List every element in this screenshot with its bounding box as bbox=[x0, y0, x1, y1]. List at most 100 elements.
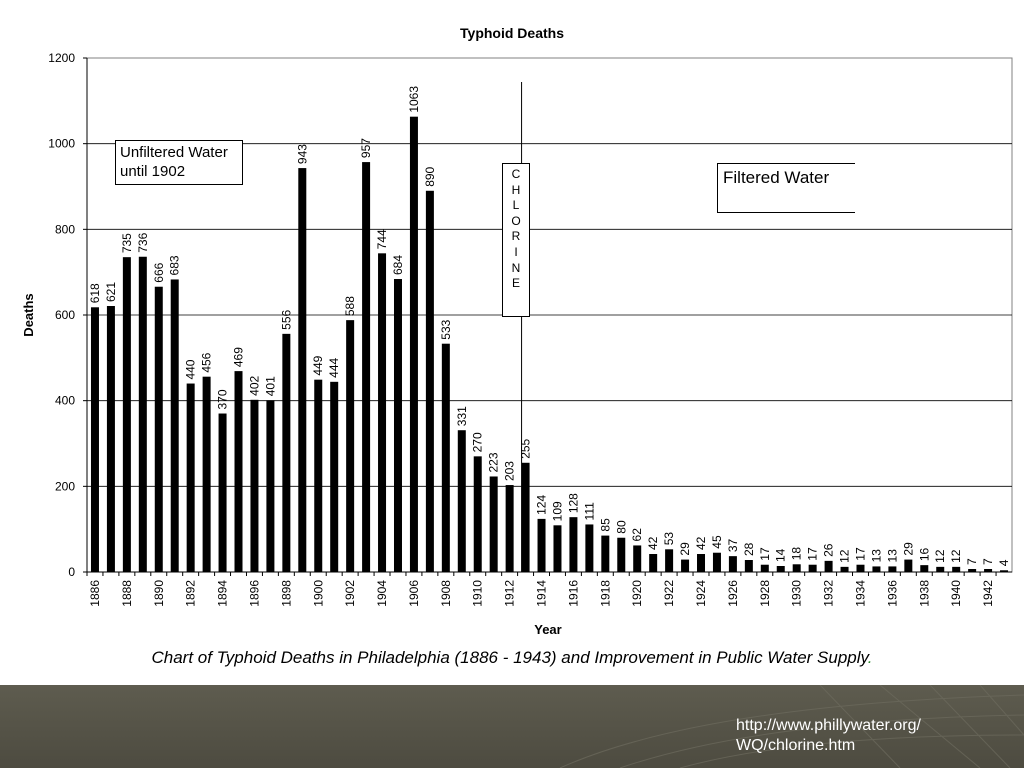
data-label: 17 bbox=[853, 547, 867, 561]
data-label: 42 bbox=[646, 536, 660, 550]
bar bbox=[776, 566, 785, 572]
bar bbox=[186, 383, 195, 572]
data-label: 13 bbox=[869, 549, 883, 563]
bar bbox=[425, 190, 434, 573]
data-label: 444 bbox=[327, 357, 341, 377]
x-axis-label: Year bbox=[534, 622, 561, 637]
data-label: 621 bbox=[104, 282, 118, 302]
bar bbox=[170, 279, 179, 572]
bar bbox=[649, 554, 658, 572]
data-label: 440 bbox=[184, 359, 198, 379]
x-tick-label: 1898 bbox=[279, 580, 293, 607]
bar bbox=[330, 381, 339, 572]
y-tick-label: 200 bbox=[55, 479, 75, 493]
x-tick-label: 1928 bbox=[758, 580, 772, 607]
bar bbox=[936, 566, 945, 572]
x-tick-label: 1890 bbox=[152, 580, 166, 607]
bar bbox=[968, 569, 977, 572]
data-label: 957 bbox=[359, 138, 373, 158]
data-label: 7 bbox=[965, 558, 979, 565]
data-label: 255 bbox=[519, 438, 533, 458]
data-label: 684 bbox=[391, 255, 405, 275]
data-label: 37 bbox=[726, 538, 740, 552]
x-tick-label: 1934 bbox=[853, 580, 867, 607]
bar bbox=[521, 462, 530, 572]
bar bbox=[808, 564, 817, 572]
bar bbox=[154, 286, 163, 572]
x-tick-label: 1942 bbox=[981, 580, 995, 607]
data-label: 80 bbox=[614, 520, 628, 534]
chlorine-letter: I bbox=[514, 244, 518, 259]
y-tick-label: 1200 bbox=[48, 51, 75, 65]
bar bbox=[744, 560, 753, 572]
source-url-link[interactable]: http://www.phillywater.org/ WQ/chlorine.… bbox=[736, 717, 921, 754]
bar bbox=[457, 430, 466, 572]
data-label: 223 bbox=[487, 452, 501, 472]
data-label: 469 bbox=[232, 347, 246, 367]
data-label: 12 bbox=[838, 549, 852, 563]
slide-footer bbox=[0, 685, 1024, 768]
chart-area: 0 200 400 600 800 1000 1200 618 621 735 736 666 683 4… bbox=[21, 25, 1013, 667]
bar bbox=[378, 253, 387, 572]
data-label: 42 bbox=[694, 536, 708, 550]
x-tick-label: 1922 bbox=[662, 580, 676, 607]
x-tick-label: 1930 bbox=[790, 580, 804, 607]
chart-title: Typhoid Deaths bbox=[460, 25, 564, 41]
bar bbox=[665, 549, 674, 572]
data-label: 402 bbox=[247, 375, 261, 395]
y-tick-label: 800 bbox=[55, 222, 75, 236]
data-label: 128 bbox=[566, 493, 580, 513]
y-tick-label: 1000 bbox=[48, 137, 75, 151]
data-label: 890 bbox=[423, 166, 437, 186]
bar bbox=[266, 400, 275, 572]
x-tick-label: 1926 bbox=[726, 580, 740, 607]
y-tick-label: 400 bbox=[55, 394, 75, 408]
x-tick-label: 1932 bbox=[822, 580, 836, 607]
data-label: 7 bbox=[981, 558, 995, 565]
x-tick-label: 1906 bbox=[407, 580, 421, 607]
x-tick-label: 1902 bbox=[343, 580, 357, 607]
data-label: 45 bbox=[710, 535, 724, 549]
bar bbox=[122, 257, 131, 572]
data-label: 17 bbox=[806, 547, 820, 561]
x-tick-label: 1920 bbox=[630, 580, 644, 607]
bar bbox=[409, 116, 418, 572]
data-label: 12 bbox=[933, 549, 947, 563]
chlorine-letter: C bbox=[511, 167, 521, 181]
data-label: 17 bbox=[758, 547, 772, 561]
data-label: 26 bbox=[822, 543, 836, 557]
data-label: 735 bbox=[120, 233, 134, 253]
x-tick-label: 1888 bbox=[120, 580, 134, 607]
x-tick-label: 1894 bbox=[216, 580, 230, 607]
bar bbox=[1000, 570, 1009, 572]
bar bbox=[362, 162, 371, 572]
bar bbox=[920, 565, 929, 572]
chlorine-letter: H bbox=[511, 182, 521, 197]
bar bbox=[250, 399, 259, 572]
bar bbox=[681, 559, 690, 572]
data-label: 29 bbox=[678, 542, 692, 556]
bar bbox=[569, 517, 578, 572]
chlorine-letter: L bbox=[512, 198, 520, 213]
bar bbox=[984, 569, 993, 572]
y-tick-label: 0 bbox=[68, 565, 75, 579]
bar bbox=[824, 560, 833, 572]
bar bbox=[106, 306, 115, 572]
data-label: 18 bbox=[790, 547, 804, 561]
data-label: 456 bbox=[200, 352, 214, 372]
bar bbox=[553, 525, 562, 572]
data-label: 12 bbox=[949, 549, 963, 563]
x-tick-label: 1896 bbox=[247, 580, 261, 607]
bar bbox=[234, 371, 243, 572]
data-label: 85 bbox=[598, 518, 612, 532]
bar bbox=[904, 559, 913, 572]
caption-text: Chart of Typhoid Deaths in Philadelphia … bbox=[151, 648, 868, 667]
bar bbox=[218, 413, 227, 572]
data-label: 13 bbox=[885, 549, 899, 563]
x-tick-label: 1918 bbox=[598, 580, 612, 607]
bar bbox=[489, 476, 498, 572]
chlorine-letter: R bbox=[511, 229, 521, 244]
bar bbox=[90, 307, 99, 572]
data-label: 449 bbox=[311, 355, 325, 375]
